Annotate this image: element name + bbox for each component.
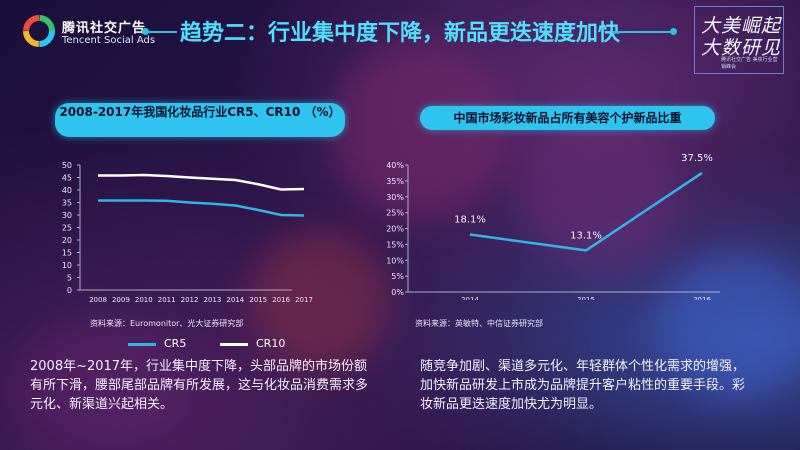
legend-label-cr5: CR5 [164, 337, 187, 350]
page-title: 趋势二：行业集中度下降，新品更迭速度加快 [180, 21, 621, 46]
y-tick-label: 20% [386, 225, 404, 234]
title-ornament-dot [670, 28, 677, 35]
y-tick-label: 15% [386, 240, 404, 249]
x-tick-label: 2017 [295, 296, 313, 304]
tencent-logo: 腾讯社交广告 Tencent Social Ads [22, 14, 202, 54]
x-tick-label: 2014 [226, 296, 244, 304]
background-bokeh [330, 40, 510, 220]
y-tick-label: 40% [386, 161, 404, 170]
y-tick-label: 20 [62, 236, 72, 245]
background-bokeh [660, 250, 800, 400]
background-bokeh [20, 320, 190, 450]
x-tick-label: 2008 [89, 296, 107, 304]
y-tick-label: 10% [386, 256, 404, 265]
legend-label-cr10: CR10 [256, 337, 286, 350]
y-tick-label: 5 [67, 274, 72, 283]
y-tick-label: 50 [62, 161, 72, 170]
y-tick-label: 25% [386, 209, 404, 218]
series-line-cr10 [98, 173, 305, 191]
right-chart-title: 中国市场彩妆新品占所有美容个护新品比重 [420, 106, 715, 130]
title-ornament-line [147, 31, 177, 33]
y-tick-label: 35% [386, 177, 404, 186]
right-line-chart: 0% 5% 10% 15% 20% 25% 30% 35% 40% 2014 2015 2016 18.… [386, 153, 720, 300]
legend-item-cr10: CR10 [220, 337, 285, 350]
logo-text-en: Tencent Social Ads [62, 35, 156, 46]
right-chart-title-text: 中国市场彩妆新品占所有美容个护新品比重 [453, 111, 682, 125]
y-tick-label: 45 [62, 174, 72, 183]
x-tick-label: 2015 [249, 296, 267, 304]
title-ornament-line [612, 31, 672, 33]
y-tick-label: 15 [62, 249, 72, 258]
left-chart-legend: CR5 CR10 [128, 337, 328, 353]
y-tick-label: 5% [391, 272, 404, 281]
y-tick-label: 30% [386, 193, 404, 202]
event-brand-badge: 大美崛起 大数研见 腾讯社交广告 美妆行业营销峰会 [694, 6, 784, 74]
logo-text-cn: 腾讯社交广告 [62, 21, 147, 36]
y-tick-label: 0% [391, 288, 404, 297]
brand-subtitle: 腾讯社交广告 美妆行业营销峰会 [721, 57, 778, 70]
x-tick-label: 2009 [112, 296, 130, 304]
left-chart-title-text: 2008-2017年我国化妆品行业CR5、CR10 （%） [59, 105, 341, 119]
y-tick-label: 25 [62, 224, 72, 233]
left-paragraph: 2008年~2017年，行业集中度下降，头部品牌的市场份额有所下滑，腰部尾部品牌… [30, 359, 369, 412]
legend-item-cr5: CR5 [128, 337, 186, 350]
right-chart-source: 资料来源：英敏特、中信证券研究部 [415, 319, 543, 328]
left-line-chart: 0 5 10 15 20 25 30 35 40 45 50 2008 2009 2010 2011 2012… [62, 161, 313, 304]
left-chart-source: 资料来源：Euromonitor、光大证券研究部 [90, 319, 244, 328]
x-tick-label: 2012 [181, 296, 199, 304]
left-chart-title: 2008-2017年我国化妆品行业CR5、CR10 （%） [55, 103, 345, 137]
y-tick-label: 40 [62, 186, 72, 195]
brand-line-1: 大美崛起 [701, 15, 782, 37]
title-ornament-dot [142, 28, 149, 35]
x-tick-label: 2016 [272, 296, 290, 304]
y-tick-label: 0 [67, 286, 72, 295]
x-tick-label: 2010 [135, 296, 153, 304]
data-label: 18.1% [454, 215, 486, 226]
x-tick-label: 2013 [204, 296, 222, 304]
y-tick-label: 35 [62, 199, 72, 208]
tencent-logo-icon [23, 15, 55, 47]
series-line-cr5 [98, 199, 305, 217]
data-label: 13.1% [570, 230, 602, 241]
header: 腾讯社交广告 Tencent Social Ads 趋势二：行业集中度下降，新品… [0, 0, 800, 74]
legend-swatch-cr5 [128, 342, 156, 346]
y-tick-label: 10 [62, 261, 72, 270]
x-tick-label: 2011 [158, 296, 176, 304]
legend-swatch-cr10 [220, 342, 248, 346]
background-bokeh [250, 230, 390, 370]
y-tick-label: 30 [62, 211, 72, 220]
right-paragraph: 随竞争加剧、渠道多元化、年轻群体个性化需求的增强，加快新品研发上市成为品牌提升客… [420, 359, 746, 412]
x-tick-label: 2016 [693, 296, 711, 300]
x-tick-label: 2015 [577, 296, 595, 300]
background-bokeh [520, 110, 680, 270]
brand-line-2: 大数研见 [701, 37, 782, 59]
x-tick-label: 2014 [461, 296, 479, 300]
data-label: 37.5% [681, 153, 713, 164]
